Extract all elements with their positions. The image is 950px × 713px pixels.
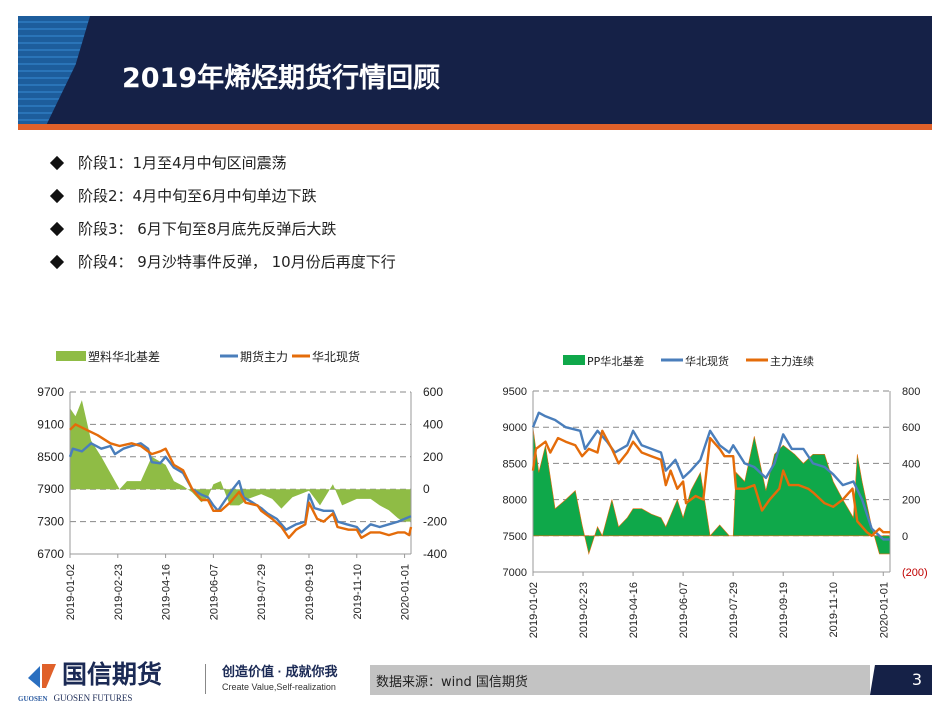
y2-tick-label: -400: [423, 547, 447, 561]
logo-text-en: GUOSEN GUOSEN FUTURES: [18, 693, 132, 705]
series-line: [69, 423, 413, 540]
x-tick-label: 2019-02-23: [113, 564, 125, 620]
y2-tick-label: 0: [902, 531, 908, 543]
guosen-logo: 国信期货 GUOSEN GUOSEN FUTURES: [18, 660, 208, 708]
legend-label: PP华北基差: [587, 354, 644, 368]
slogan: 创造价值 · 成就你我 Create Value,Self-realizatio…: [222, 664, 338, 693]
pp-basis-chart: 9500 800 9000 600 8500 400 8000 200 7500 0 7000 (20…: [503, 354, 928, 638]
legend-label: 期货主力: [240, 349, 288, 364]
x-tick-label: 2019-06-07: [678, 582, 690, 638]
footer-divider: [205, 664, 206, 694]
series-line: [68, 442, 412, 534]
y2-tick-label: (200): [902, 567, 928, 579]
legend-label: 华北现货: [685, 354, 729, 368]
y2-tick-label: 200: [902, 495, 920, 507]
y2-tick-label: 400: [423, 417, 443, 431]
y2-tick-label: 600: [423, 385, 443, 399]
slide-header: 2019年烯烃期货行情回顾: [18, 16, 932, 124]
slogan-en: Create Value,Self-realization: [222, 682, 336, 692]
y-tick-label: 9700: [37, 385, 64, 399]
series-line: [531, 429, 890, 538]
source-bar: 数据来源：wind 国信期货: [370, 665, 870, 695]
x-tick-label: 2019-01-02: [65, 564, 77, 620]
bullet-item: 阶段3： 6月下旬至8月底先反弹后大跌: [48, 212, 396, 245]
logo-small-text: GUOSEN: [18, 695, 48, 703]
y-tick-label: 9100: [37, 417, 64, 431]
logo-en-text: GUOSEN FUTURES: [53, 693, 133, 703]
y-tick-label: 7500: [503, 531, 527, 543]
header-decoration: [18, 16, 90, 124]
y-tick-label: 9500: [503, 386, 527, 398]
y-tick-label: 8500: [503, 458, 527, 470]
page-number: 3: [911, 670, 922, 689]
x-tick-label: 2019-04-16: [628, 582, 640, 638]
slide-title: 2019年烯烃期货行情回顾: [122, 63, 441, 94]
series-line: [531, 411, 890, 541]
logo-text-cn: 国信期货: [62, 660, 163, 689]
bullet-text: 阶段4： 9月沙特事件反弹， 10月份后再度下行: [78, 253, 396, 271]
x-tick-label: 2019-04-16: [161, 564, 173, 620]
bullet-item: 阶段2：4月中旬至6月中旬单边下跌: [48, 179, 396, 212]
x-tick-label: 2020-01-01: [400, 564, 412, 620]
y2-tick-label: 800: [902, 386, 920, 398]
x-tick-label: 2019-02-23: [578, 582, 590, 638]
bullet-text: 阶段1：1月至4月中旬区间震荡: [78, 154, 287, 172]
bullet-item: 阶段1：1月至4月中旬区间震荡: [48, 146, 396, 179]
x-tick-label: 2019-07-29: [728, 582, 740, 638]
y-tick-label: 8500: [37, 450, 64, 464]
y2-tick-label: 200: [423, 450, 443, 464]
header-accent-bar: [18, 124, 932, 130]
logo-mark-icon: [28, 664, 56, 688]
legend-label: 华北现货: [312, 349, 360, 364]
y-tick-label: 9000: [503, 422, 527, 434]
x-tick-label: 2019-11-10: [828, 582, 840, 637]
y2-tick-label: 0: [423, 482, 430, 496]
y2-tick-label: -200: [423, 515, 447, 529]
x-tick-label: 2019-07-29: [256, 564, 268, 620]
legend-label: 塑料华北基差: [88, 349, 160, 364]
x-tick-label: 2019-06-07: [208, 564, 220, 620]
y-tick-label: 7000: [503, 567, 527, 579]
y-tick-label: 6700: [37, 547, 64, 561]
data-source: 数据来源：wind 国信期货: [376, 675, 528, 690]
pe-basis-chart: 9700 600 9100 400 8500 200 7900 0 7300 -200 6700 -4…: [37, 349, 447, 620]
diamond-bullet-icon: [49, 221, 65, 236]
x-tick-label: 2019-09-19: [778, 582, 790, 638]
diamond-bullet-icon: [49, 188, 65, 203]
diamond-bullet-icon: [49, 254, 65, 269]
legend-label: 主力连续: [770, 354, 814, 368]
y2-tick-label: 400: [902, 458, 920, 470]
bullet-text: 阶段3： 6月下旬至8月底先反弹后大跌: [78, 220, 337, 238]
legend-swatch: [56, 351, 86, 361]
bullet-list: 阶段1：1月至4月中旬区间震荡 阶段2：4月中旬至6月中旬单边下跌 阶段3： 6…: [48, 146, 396, 278]
x-tick-label: 2019-01-02: [528, 582, 540, 638]
bullet-text: 阶段2：4月中旬至6月中旬单边下跌: [78, 187, 317, 205]
legend-swatch: [563, 355, 585, 365]
x-tick-label: 2019-11-10: [352, 564, 364, 619]
x-tick-label: 2020-01-01: [878, 582, 890, 638]
y-tick-label: 8000: [503, 495, 527, 507]
slogan-cn: 创造价值 · 成就你我: [222, 664, 338, 679]
page-number-box: 3: [870, 665, 932, 695]
y2-tick-label: 600: [902, 422, 920, 434]
bullet-item: 阶段4： 9月沙特事件反弹， 10月份后再度下行: [48, 245, 396, 278]
basis-area: [70, 400, 411, 522]
x-tick-label: 2019-09-19: [304, 564, 316, 620]
y-tick-label: 7300: [37, 515, 64, 529]
y-tick-label: 7900: [37, 482, 64, 496]
diamond-bullet-icon: [49, 155, 65, 170]
